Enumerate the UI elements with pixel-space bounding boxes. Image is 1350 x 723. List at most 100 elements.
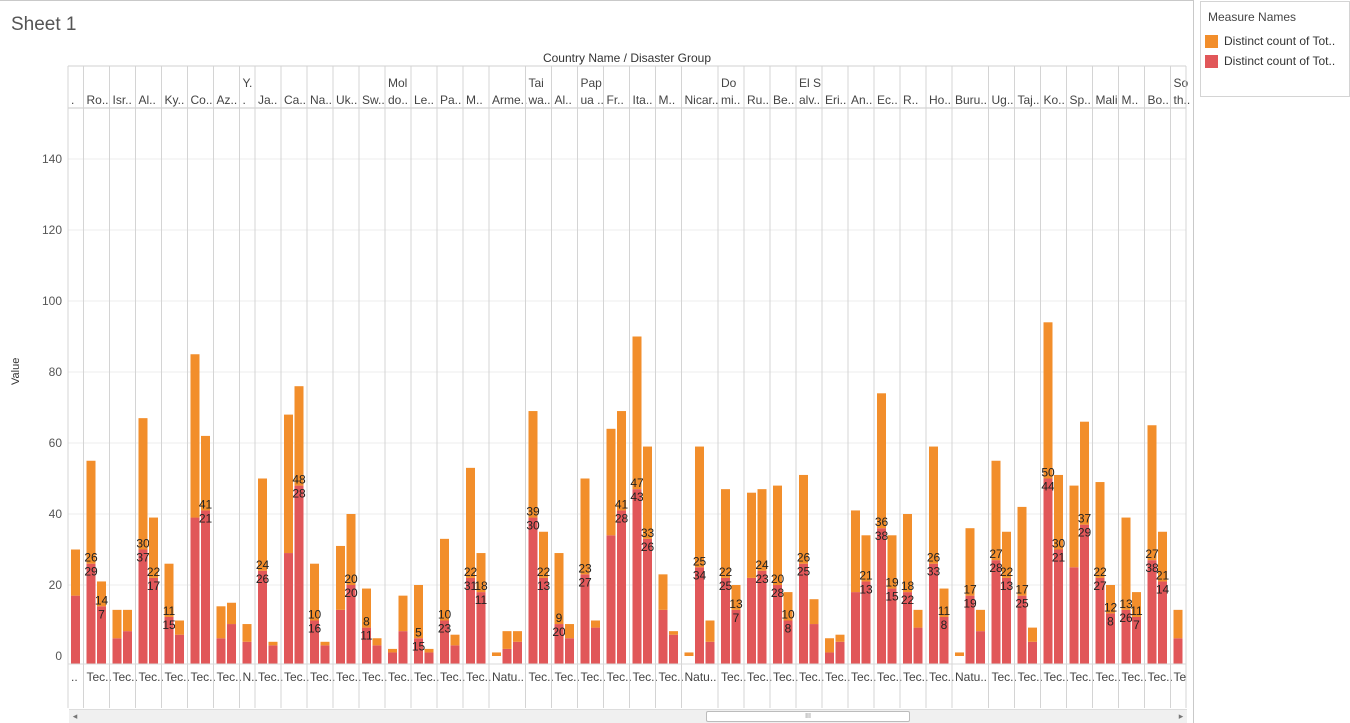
disaster-group-label: Tec.. [258, 670, 283, 684]
disaster-group-label: Tec.. [388, 670, 413, 684]
bar-segment-orange [476, 553, 486, 593]
data-label-lower: 31 [464, 579, 478, 593]
scrollbar-thumb[interactable]: III [706, 711, 910, 722]
bar-segment-orange [1106, 585, 1115, 614]
data-label-upper: 37 [1078, 512, 1092, 526]
data-label-lower: 11 [475, 593, 488, 607]
bar-segment-red [565, 638, 574, 664]
bar-segment-orange [580, 478, 590, 575]
data-label-upper: 22 [1000, 565, 1014, 579]
data-label-lower: 28 [292, 487, 306, 501]
bar-segment-red [991, 560, 1001, 664]
country-header-label: M.. [1122, 93, 1139, 107]
data-label-upper: 39 [526, 505, 540, 519]
bar-segment-red [1017, 595, 1027, 664]
bar-segment-red [502, 648, 512, 664]
bar-segment-red [731, 609, 741, 664]
bar-segment-orange [684, 652, 694, 656]
data-label-lower: 14 [1156, 582, 1170, 596]
data-label-upper: 22 [464, 565, 478, 579]
bar-segment-red [929, 563, 938, 664]
data-label-lower: 25 [797, 565, 811, 579]
bar-segment-red [175, 634, 184, 664]
data-label-lower: 8 [1107, 614, 1114, 628]
bar-segment-red [1158, 581, 1167, 664]
data-label-upper: 48 [292, 473, 306, 487]
data-label-upper: 13 [729, 597, 743, 611]
legend-label-orange: Distinct count of Tot.. [1224, 34, 1336, 48]
bar-segment-orange [809, 599, 819, 625]
bar-segment-orange [227, 602, 236, 625]
disaster-group-label: Tec.. [773, 670, 798, 684]
bar-segment-red [939, 616, 949, 664]
data-label-upper: 13 [1119, 597, 1133, 611]
data-label-lower: 20 [552, 625, 566, 639]
disaster-group-label: Tec.. [799, 670, 824, 684]
bar-segment-orange [284, 414, 293, 554]
bar-segment-orange [398, 595, 408, 632]
bar-segment-orange [1132, 592, 1141, 617]
bar-segment-orange [1043, 322, 1053, 479]
bar-segment-orange [414, 585, 423, 639]
data-label-upper: 20 [344, 572, 358, 586]
country-header-label: Ky.. [165, 93, 185, 107]
bar-segment-red [695, 567, 704, 664]
country-header-label: . [71, 93, 74, 107]
bar-segment-red [861, 581, 871, 664]
data-label-lower: 8 [785, 622, 792, 636]
country-header-label: Na.. [310, 93, 332, 107]
disaster-group-label: Natu.. [492, 670, 524, 684]
bar-segment-orange [310, 563, 319, 621]
country-header-label: Ja.. [258, 93, 277, 107]
bar-segment-orange [851, 510, 860, 593]
country-header-label: th.. [1174, 93, 1191, 107]
data-label-upper: 22 [719, 565, 733, 579]
bar-segment-red [799, 563, 808, 664]
bar-segment-red [362, 627, 371, 664]
country-header-label: R.. [903, 93, 918, 107]
data-label-upper: 36 [875, 515, 889, 529]
country-header-label: Mol [388, 76, 407, 90]
bar-segment-red [372, 645, 382, 664]
disaster-group-label: Tec.. [851, 670, 876, 684]
data-label-lower: 27 [1093, 579, 1107, 593]
y-tick-label: 140 [42, 152, 62, 166]
bar-segment-red [809, 624, 819, 664]
legend-swatch-orange [1205, 35, 1218, 48]
data-label-upper: 17 [963, 583, 977, 597]
disaster-group-label: Tec.. [113, 670, 138, 684]
country-header-label: Pa.. [440, 93, 461, 107]
bar-segment-orange [1002, 531, 1011, 578]
data-label-lower: 15 [412, 639, 426, 653]
data-label-lower: 26 [256, 572, 270, 586]
scroll-left-arrow-icon[interactable]: ◂ [72, 711, 78, 721]
horizontal-scrollbar[interactable]: ◂ III ▸ [69, 709, 1187, 723]
legend: Measure Names Distinct count of Tot.. Di… [1200, 1, 1350, 97]
bar-segment-orange [1028, 627, 1037, 642]
bar-segment-red [388, 652, 397, 664]
data-label-upper: 12 [1104, 600, 1118, 614]
scroll-right-arrow-icon[interactable]: ▸ [1178, 711, 1184, 721]
bar-segment-red [1028, 641, 1037, 664]
disaster-group-label: Tec.. [581, 670, 606, 684]
bar-segment-orange [112, 609, 122, 639]
bar-segment-red [86, 563, 96, 664]
data-label-upper: 5 [415, 625, 422, 639]
bar-segment-orange [71, 549, 80, 596]
data-label-lower: 13 [537, 579, 551, 593]
data-label-lower: 7 [733, 611, 740, 625]
bar-segment-orange [450, 634, 460, 646]
disaster-group-label: N.. [243, 670, 258, 684]
data-label-upper: 26 [927, 551, 941, 565]
bar-segment-orange [97, 581, 106, 607]
country-header-label: Ko.. [1044, 93, 1065, 107]
data-label-upper: 50 [1041, 466, 1055, 480]
bar-segment-red [721, 577, 730, 664]
bar-segment-red [1043, 478, 1053, 664]
y-tick-label: 120 [42, 223, 62, 237]
country-header-label: Ug.. [992, 93, 1014, 107]
bar-segment-orange [773, 485, 782, 585]
bar-segment-red [294, 485, 304, 664]
data-label-upper: 22 [1093, 565, 1107, 579]
bar-segment-orange [190, 354, 200, 518]
